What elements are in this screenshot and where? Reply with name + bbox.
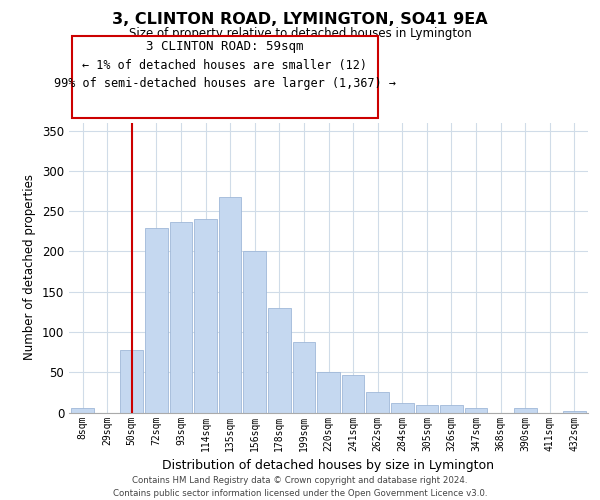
Text: 3 CLINTON ROAD: 59sqm: 3 CLINTON ROAD: 59sqm: [146, 40, 304, 53]
Bar: [268, 308, 290, 412]
Bar: [416, 405, 438, 412]
Text: 99% of semi-detached houses are larger (1,367) →: 99% of semi-detached houses are larger (…: [54, 77, 396, 90]
Bar: [293, 342, 315, 412]
Bar: [440, 405, 463, 412]
Bar: [317, 372, 340, 412]
Bar: [71, 408, 94, 412]
Bar: [244, 250, 266, 412]
Text: Contains HM Land Registry data © Crown copyright and database right 2024.
Contai: Contains HM Land Registry data © Crown c…: [113, 476, 487, 498]
Bar: [465, 408, 487, 412]
Bar: [219, 198, 241, 412]
Bar: [194, 219, 217, 412]
Y-axis label: Number of detached properties: Number of detached properties: [23, 174, 37, 360]
Text: 3, CLINTON ROAD, LYMINGTON, SO41 9EA: 3, CLINTON ROAD, LYMINGTON, SO41 9EA: [112, 12, 488, 28]
X-axis label: Distribution of detached houses by size in Lymington: Distribution of detached houses by size …: [163, 459, 494, 472]
Bar: [391, 403, 413, 412]
Bar: [514, 408, 536, 412]
Bar: [342, 376, 364, 412]
Bar: [145, 228, 167, 412]
Text: Size of property relative to detached houses in Lymington: Size of property relative to detached ho…: [128, 28, 472, 40]
Bar: [367, 392, 389, 412]
Bar: [563, 411, 586, 412]
Text: ← 1% of detached houses are smaller (12): ← 1% of detached houses are smaller (12): [83, 58, 367, 71]
Bar: [170, 222, 192, 412]
Bar: [121, 350, 143, 412]
